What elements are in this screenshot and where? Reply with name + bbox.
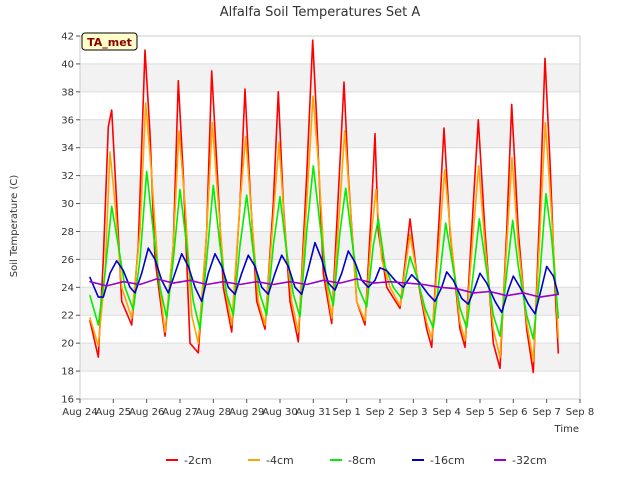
legend-label: -32cm	[512, 454, 547, 467]
grid-band	[80, 231, 580, 260]
x-tick-label: Sep 2	[366, 407, 394, 418]
x-tick-label: Aug 29	[229, 407, 264, 418]
legend-label: -4cm	[266, 454, 294, 467]
grid-band	[80, 203, 580, 232]
x-tick-label: Aug 28	[196, 407, 231, 418]
x-tick-label: Aug 31	[296, 407, 331, 418]
legend-label: -8cm	[348, 454, 376, 467]
legend-label: -16cm	[430, 454, 465, 467]
y-tick-label: 24	[61, 283, 74, 294]
grid-band	[80, 343, 580, 372]
x-tick-label: Sep 4	[432, 407, 460, 418]
x-tick-label: Sep 1	[332, 407, 360, 418]
y-tick-label: 28	[61, 227, 74, 238]
y-tick-label: 38	[61, 87, 74, 98]
y-tick-label: 16	[61, 395, 74, 406]
y-tick-label: 32	[61, 171, 74, 182]
x-tick-label: Aug 25	[96, 407, 131, 418]
y-axis: 16 18 20 22 24 26 28 30 32 34 36 38 40 42	[61, 32, 80, 406]
series-line-16cm	[89, 241, 560, 315]
y-axis-label: Soil Temperature (C)	[9, 175, 20, 278]
ta-met-badge-label: TA_met	[87, 36, 132, 49]
y-tick-label: 36	[61, 115, 74, 126]
series-line-32cm	[89, 278, 560, 298]
grid-band	[80, 147, 580, 176]
y-tick-label: 22	[61, 311, 74, 322]
y-tick-label: 34	[61, 143, 74, 154]
x-tick-label: Aug 27	[162, 407, 197, 418]
grid-band	[80, 175, 580, 204]
grid-band	[80, 63, 580, 92]
x-tick-label: Aug 26	[129, 407, 164, 418]
chart-title: Alfalfa Soil Temperatures Set A	[220, 5, 421, 20]
grid-band	[80, 91, 580, 120]
y-tick-label: 26	[61, 255, 74, 266]
y-tick-label: 40	[61, 59, 74, 70]
y-tick-label: 30	[61, 199, 74, 210]
ta-met-badge: TA_met	[81, 32, 138, 51]
x-tick-label: Aug 30	[262, 407, 297, 418]
plot-frame	[79, 35, 581, 400]
x-tick-label: Sep 7	[532, 407, 560, 418]
series-layer	[89, 39, 560, 374]
x-tick-label: Sep 6	[499, 407, 527, 418]
grid-band	[80, 119, 580, 148]
y-tick-label: 18	[61, 367, 74, 378]
grid-band	[80, 315, 580, 344]
x-tick-label: Aug 24	[62, 407, 97, 418]
x-tick-label: Sep 8	[566, 407, 594, 418]
y-tick-label: 20	[61, 339, 74, 350]
x-axis-label: Time	[554, 424, 579, 435]
legend-label: -2cm	[184, 454, 212, 467]
x-tick-label: Sep 3	[399, 407, 427, 418]
y-tick-label: 42	[61, 32, 74, 43]
grid-band	[80, 36, 580, 64]
x-tick-label: Sep 5	[466, 407, 494, 418]
grid-band	[80, 371, 580, 399]
plot-background	[80, 35, 580, 400]
legend: -2cm -4cm -8cm -16cm -32cm	[166, 454, 547, 467]
